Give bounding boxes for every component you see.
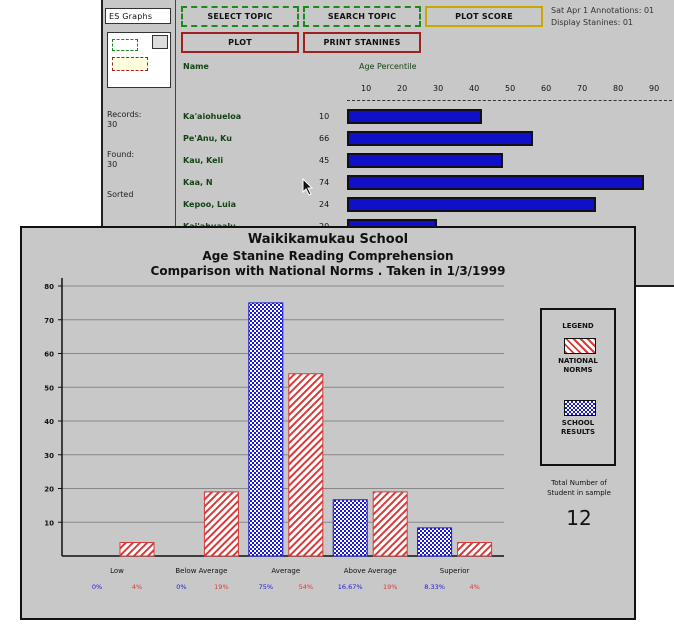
name-column-header: Name: [183, 62, 209, 71]
row-name[interactable]: Pe'Anu, Ku: [183, 134, 232, 143]
row-percentile-bar: [347, 153, 503, 168]
bar-national: [457, 542, 493, 557]
scale-tick-label: 40: [469, 84, 480, 93]
side-panel: ES Graphs Records: 30 Found: 30 Sorted: [103, 0, 176, 285]
value-label-school: 0%: [92, 583, 102, 591]
bar-school: [332, 499, 368, 557]
legend-swatch-school: [564, 400, 596, 416]
legend-label-school-2: RESULTS: [560, 428, 595, 436]
y-tick-label: 40: [44, 418, 54, 426]
search-topic-button[interactable]: SEARCH TOPIC: [303, 6, 421, 27]
row-value: 10: [319, 112, 330, 121]
row-percentile-bar: [347, 197, 596, 212]
scale-tick-label: 10: [361, 84, 372, 93]
total-students-value: 12: [566, 506, 592, 530]
sorted-label: Sorted: [107, 190, 134, 199]
records-label: Records:: [107, 110, 142, 119]
bar-chart: 10 20 30 40 50 60 70 80 0% 4% Low 0% 19% Below Avera…: [44, 278, 504, 591]
y-tick-label: 80: [44, 283, 54, 291]
graphs-dropdown[interactable]: ES Graphs: [105, 8, 171, 24]
value-label-national: 19%: [214, 583, 228, 591]
select-topic-button[interactable]: SELECT TOPIC: [181, 6, 299, 27]
bar-national: [372, 491, 408, 557]
row-name[interactable]: Kaa, N: [183, 178, 213, 187]
info-line-1: Sat Apr 1 Annotations: 01: [551, 6, 655, 15]
info-line-2: Display Stanines: 01: [551, 18, 634, 27]
total-label-2: Student in sample: [547, 489, 611, 497]
y-tick-label: 20: [44, 486, 54, 494]
chart-legend: LEGEND NATIONAL NORMS SCHOOL RESULTS: [540, 308, 616, 466]
row-percentile-bar: [347, 175, 644, 190]
chart-window: Waikikamukau School Age Stanine Reading …: [20, 226, 636, 620]
value-label-school: 16.67%: [338, 583, 363, 591]
value-label-school: 75%: [259, 583, 273, 591]
value-label-national: 4%: [469, 583, 479, 591]
legend-title: LEGEND: [562, 322, 594, 330]
value-label-national: 19%: [383, 583, 397, 591]
bar-national: [203, 491, 239, 557]
bar-school: [417, 527, 453, 557]
scale-tick-label: 30: [433, 84, 444, 93]
y-tick-label: 70: [44, 317, 54, 325]
value-label-national: 4%: [132, 583, 142, 591]
scale-tick-label: 90: [649, 84, 660, 93]
mouse-cursor-icon: [302, 178, 314, 196]
x-category-label: Above Average: [344, 567, 397, 575]
bar-school: [248, 302, 284, 557]
row-value: 66: [319, 134, 330, 143]
chart-title: Waikikamukau School: [247, 232, 409, 247]
y-tick-label: 50: [44, 384, 54, 392]
row-percentile-bar: [347, 109, 482, 124]
x-category-label: Average: [271, 567, 300, 575]
value-label-national: 54%: [299, 583, 313, 591]
scale-tick-label: 20: [397, 84, 408, 93]
y-tick-label: 60: [44, 351, 54, 359]
scale-header: Age Percentile: [359, 62, 417, 71]
row-value: 45: [319, 156, 330, 165]
legend-label-national-1: NATIONAL: [558, 357, 598, 365]
value-label-school: 8.33%: [424, 583, 445, 591]
scale-tick-label: 60: [541, 84, 552, 93]
y-tick-label: 10: [44, 519, 54, 527]
scale-tick-label: 70: [577, 84, 588, 93]
chart-subtitle-2: Comparison with National Norms . Taken i…: [150, 264, 506, 278]
plot-score-button[interactable]: PLOT SCORE: [425, 6, 543, 27]
found-label: Found:: [107, 150, 135, 159]
records-value: 30: [107, 120, 118, 129]
y-tick-label: 30: [44, 452, 54, 460]
x-category-label: Low: [110, 567, 124, 575]
value-label-school: 0%: [176, 583, 186, 591]
scale-axis-line: [347, 100, 674, 102]
legend-swatch-national: [564, 338, 596, 354]
plot-button[interactable]: PLOT: [181, 32, 299, 53]
row-name[interactable]: Kepoo, Luia: [183, 200, 236, 209]
found-value: 30: [107, 160, 118, 169]
scale-tick-label: 50: [505, 84, 516, 93]
print-stanines-button[interactable]: PRINT STANINES: [303, 32, 421, 53]
legend-label-national-2: NORMS: [563, 366, 593, 374]
row-name[interactable]: Ka'aiohueloa: [183, 112, 242, 121]
scale-tick-label: 80: [613, 84, 624, 93]
row-value: 74: [319, 178, 330, 187]
row-name[interactable]: Kau, Keli: [183, 156, 224, 165]
bar-national: [119, 542, 155, 557]
row-percentile-bar: [347, 131, 533, 146]
legend-label-school-1: SCHOOL: [561, 419, 595, 427]
row-value: 24: [319, 200, 330, 209]
mini-thumbnail[interactable]: [107, 32, 171, 88]
total-label-1: Total Number of: [551, 479, 607, 487]
x-category-label: Superior: [440, 567, 470, 575]
chart-subtitle: Age Stanine Reading Comprehension: [202, 249, 454, 263]
x-category-label: Below Average: [175, 567, 227, 575]
bar-national: [288, 373, 324, 557]
